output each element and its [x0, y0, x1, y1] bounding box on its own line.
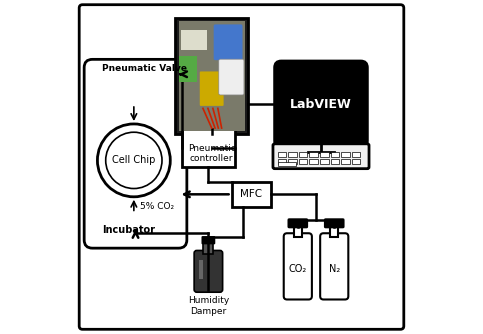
FancyBboxPatch shape: [330, 159, 339, 164]
FancyBboxPatch shape: [320, 159, 328, 164]
FancyBboxPatch shape: [275, 61, 368, 147]
FancyBboxPatch shape: [213, 24, 242, 60]
FancyBboxPatch shape: [294, 226, 302, 237]
FancyBboxPatch shape: [299, 152, 307, 157]
FancyBboxPatch shape: [175, 18, 248, 134]
FancyBboxPatch shape: [278, 152, 286, 157]
FancyBboxPatch shape: [84, 59, 187, 248]
Text: Humidity
Damper: Humidity Damper: [188, 296, 229, 316]
FancyBboxPatch shape: [79, 5, 404, 329]
FancyBboxPatch shape: [320, 233, 348, 300]
Text: LabVIEW: LabVIEW: [290, 98, 352, 111]
FancyBboxPatch shape: [181, 29, 207, 50]
FancyBboxPatch shape: [284, 71, 357, 137]
FancyBboxPatch shape: [219, 59, 244, 95]
Text: CO₂: CO₂: [289, 264, 307, 274]
FancyBboxPatch shape: [288, 159, 297, 164]
FancyBboxPatch shape: [278, 162, 297, 166]
FancyBboxPatch shape: [310, 152, 318, 157]
Text: Pneumatic
controller: Pneumatic controller: [188, 144, 236, 163]
FancyBboxPatch shape: [330, 152, 339, 157]
FancyBboxPatch shape: [325, 219, 343, 227]
FancyBboxPatch shape: [203, 242, 213, 254]
FancyBboxPatch shape: [278, 159, 286, 164]
Text: Pneumatic Valve: Pneumatic Valve: [102, 64, 187, 73]
FancyBboxPatch shape: [288, 152, 297, 157]
Text: MFC: MFC: [241, 189, 262, 199]
FancyBboxPatch shape: [320, 152, 328, 157]
FancyBboxPatch shape: [284, 233, 312, 300]
FancyBboxPatch shape: [202, 237, 214, 243]
FancyBboxPatch shape: [231, 182, 271, 207]
FancyBboxPatch shape: [179, 21, 245, 131]
Text: Cell Chip: Cell Chip: [112, 155, 156, 165]
Text: Incubator: Incubator: [102, 225, 156, 235]
FancyBboxPatch shape: [199, 261, 203, 279]
FancyBboxPatch shape: [341, 152, 350, 157]
FancyBboxPatch shape: [179, 56, 197, 82]
Text: 5% CO₂: 5% CO₂: [141, 202, 174, 211]
FancyBboxPatch shape: [330, 226, 338, 237]
FancyBboxPatch shape: [194, 250, 223, 292]
FancyBboxPatch shape: [310, 159, 318, 164]
FancyBboxPatch shape: [299, 159, 307, 164]
FancyBboxPatch shape: [352, 159, 360, 164]
FancyBboxPatch shape: [273, 144, 369, 169]
FancyBboxPatch shape: [200, 71, 224, 106]
FancyBboxPatch shape: [352, 152, 360, 157]
FancyBboxPatch shape: [288, 219, 307, 227]
FancyBboxPatch shape: [182, 129, 235, 167]
Text: N₂: N₂: [328, 264, 340, 274]
FancyBboxPatch shape: [341, 159, 350, 164]
